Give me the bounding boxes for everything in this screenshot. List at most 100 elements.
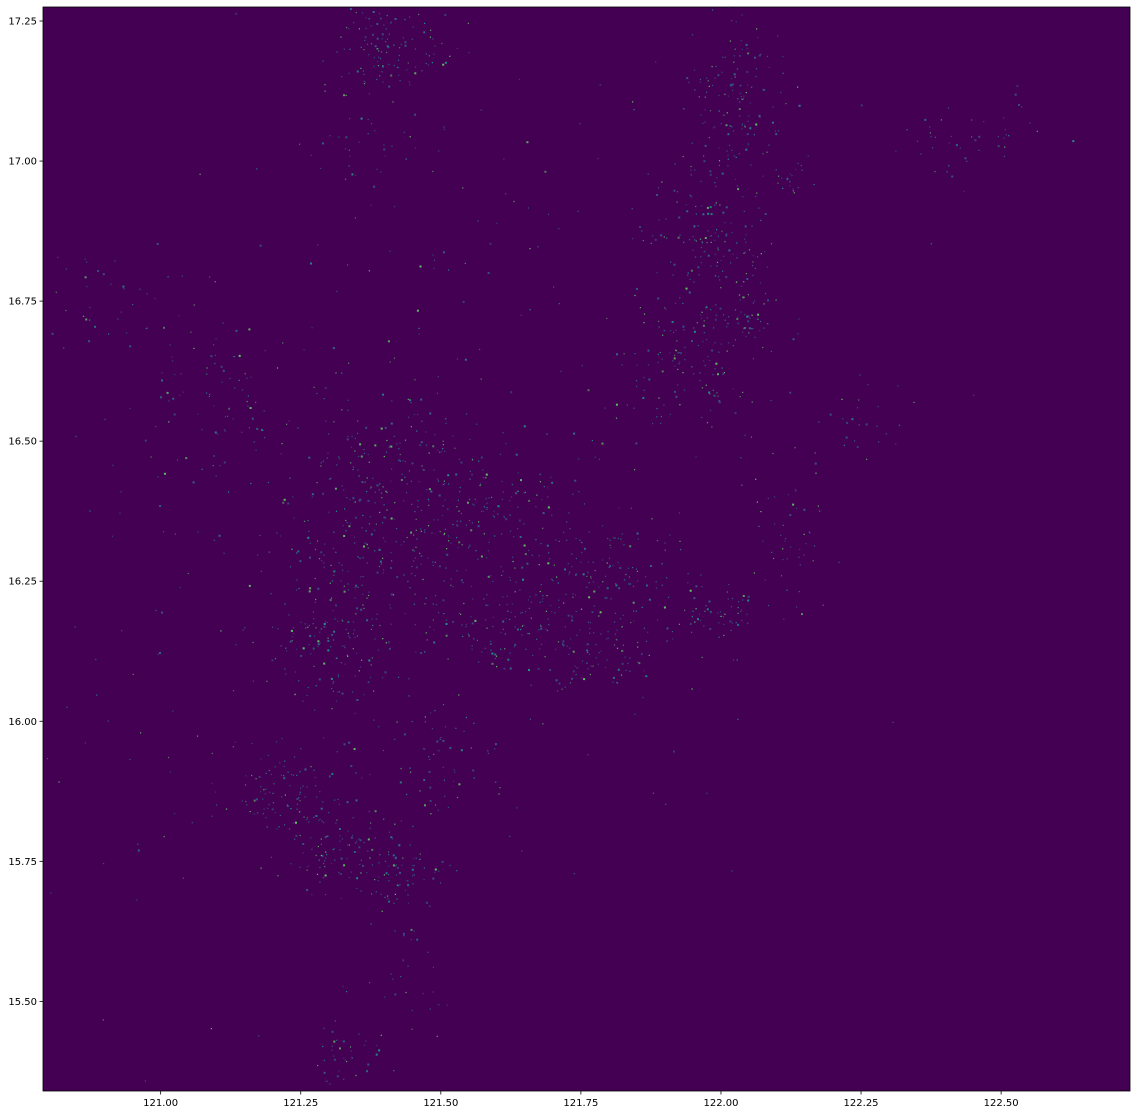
data-point <box>613 537 616 539</box>
data-point <box>742 296 745 299</box>
data-point <box>606 562 608 564</box>
data-point <box>381 910 383 912</box>
data-point <box>483 476 485 479</box>
data-point <box>480 456 483 459</box>
data-point <box>367 499 370 502</box>
data-point <box>356 635 358 637</box>
data-point <box>538 564 540 566</box>
data-point <box>741 14 743 16</box>
data-point <box>443 126 445 128</box>
data-point <box>201 429 203 431</box>
data-point <box>294 694 296 696</box>
data-point <box>316 392 318 395</box>
data-point <box>337 798 339 800</box>
axes-frame <box>42 6 1131 1092</box>
data-point <box>617 537 619 540</box>
data-point <box>425 53 427 55</box>
data-point <box>383 874 385 876</box>
data-point <box>414 593 416 595</box>
data-point <box>308 821 310 823</box>
data-point <box>280 645 282 647</box>
data-point <box>274 766 276 768</box>
data-point <box>84 276 87 279</box>
data-point <box>602 581 604 583</box>
data-point <box>299 811 301 813</box>
data-point <box>717 74 720 77</box>
data-point <box>531 554 533 556</box>
data-point <box>686 77 689 80</box>
data-point <box>392 855 394 857</box>
data-point <box>703 332 705 334</box>
data-point <box>726 150 728 152</box>
data-point <box>326 621 328 623</box>
data-point <box>743 252 745 254</box>
data-point <box>304 623 306 625</box>
data-point <box>851 418 853 420</box>
data-point <box>415 529 417 531</box>
data-point <box>730 78 733 80</box>
data-point <box>560 370 562 372</box>
data-point <box>263 410 265 412</box>
data-point <box>691 616 693 618</box>
data-point <box>997 136 999 138</box>
data-point <box>720 123 722 125</box>
data-point <box>295 835 298 837</box>
data-point <box>224 430 226 432</box>
data-point <box>579 629 581 631</box>
data-point <box>701 242 704 244</box>
data-point <box>704 237 707 239</box>
data-point <box>496 666 498 668</box>
data-point <box>623 544 625 546</box>
data-point <box>727 323 729 325</box>
data-point <box>569 682 572 684</box>
data-point <box>380 893 382 895</box>
data-point <box>745 241 747 243</box>
data-point <box>752 274 754 277</box>
data-point <box>514 616 516 618</box>
data-point <box>730 606 733 608</box>
data-point <box>385 41 387 43</box>
data-point <box>379 57 382 60</box>
data-point <box>615 403 618 406</box>
data-point <box>335 822 337 824</box>
data-point <box>714 253 716 255</box>
data-point <box>645 576 647 578</box>
data-point <box>749 102 751 104</box>
data-point <box>460 520 462 522</box>
data-point <box>725 276 728 279</box>
data-point <box>669 534 671 536</box>
data-point <box>163 326 165 329</box>
data-point <box>558 599 560 601</box>
data-point <box>388 446 390 449</box>
data-point <box>371 848 374 851</box>
data-point <box>694 621 696 623</box>
data-point <box>743 296 745 298</box>
data-point <box>505 618 507 620</box>
data-point <box>284 794 286 796</box>
data-point <box>426 639 428 641</box>
data-point <box>348 844 350 846</box>
data-point <box>705 605 707 607</box>
data-point <box>743 281 745 283</box>
data-point <box>465 413 468 415</box>
data-point <box>738 153 740 155</box>
data-point <box>355 613 357 615</box>
data-point <box>227 491 230 493</box>
data-point <box>571 677 574 680</box>
data-point <box>418 13 420 16</box>
data-point <box>260 786 262 788</box>
data-point <box>541 600 543 602</box>
data-point <box>580 677 582 679</box>
data-point <box>434 434 436 436</box>
data-point <box>327 835 329 837</box>
data-point <box>524 553 527 556</box>
data-point <box>444 483 446 485</box>
data-point <box>437 376 439 378</box>
data-point <box>157 476 159 478</box>
data-point <box>380 492 383 494</box>
data-point <box>327 452 329 454</box>
data-point <box>377 880 379 882</box>
data-point <box>411 868 414 871</box>
data-point <box>341 372 343 374</box>
data-point <box>215 791 217 793</box>
